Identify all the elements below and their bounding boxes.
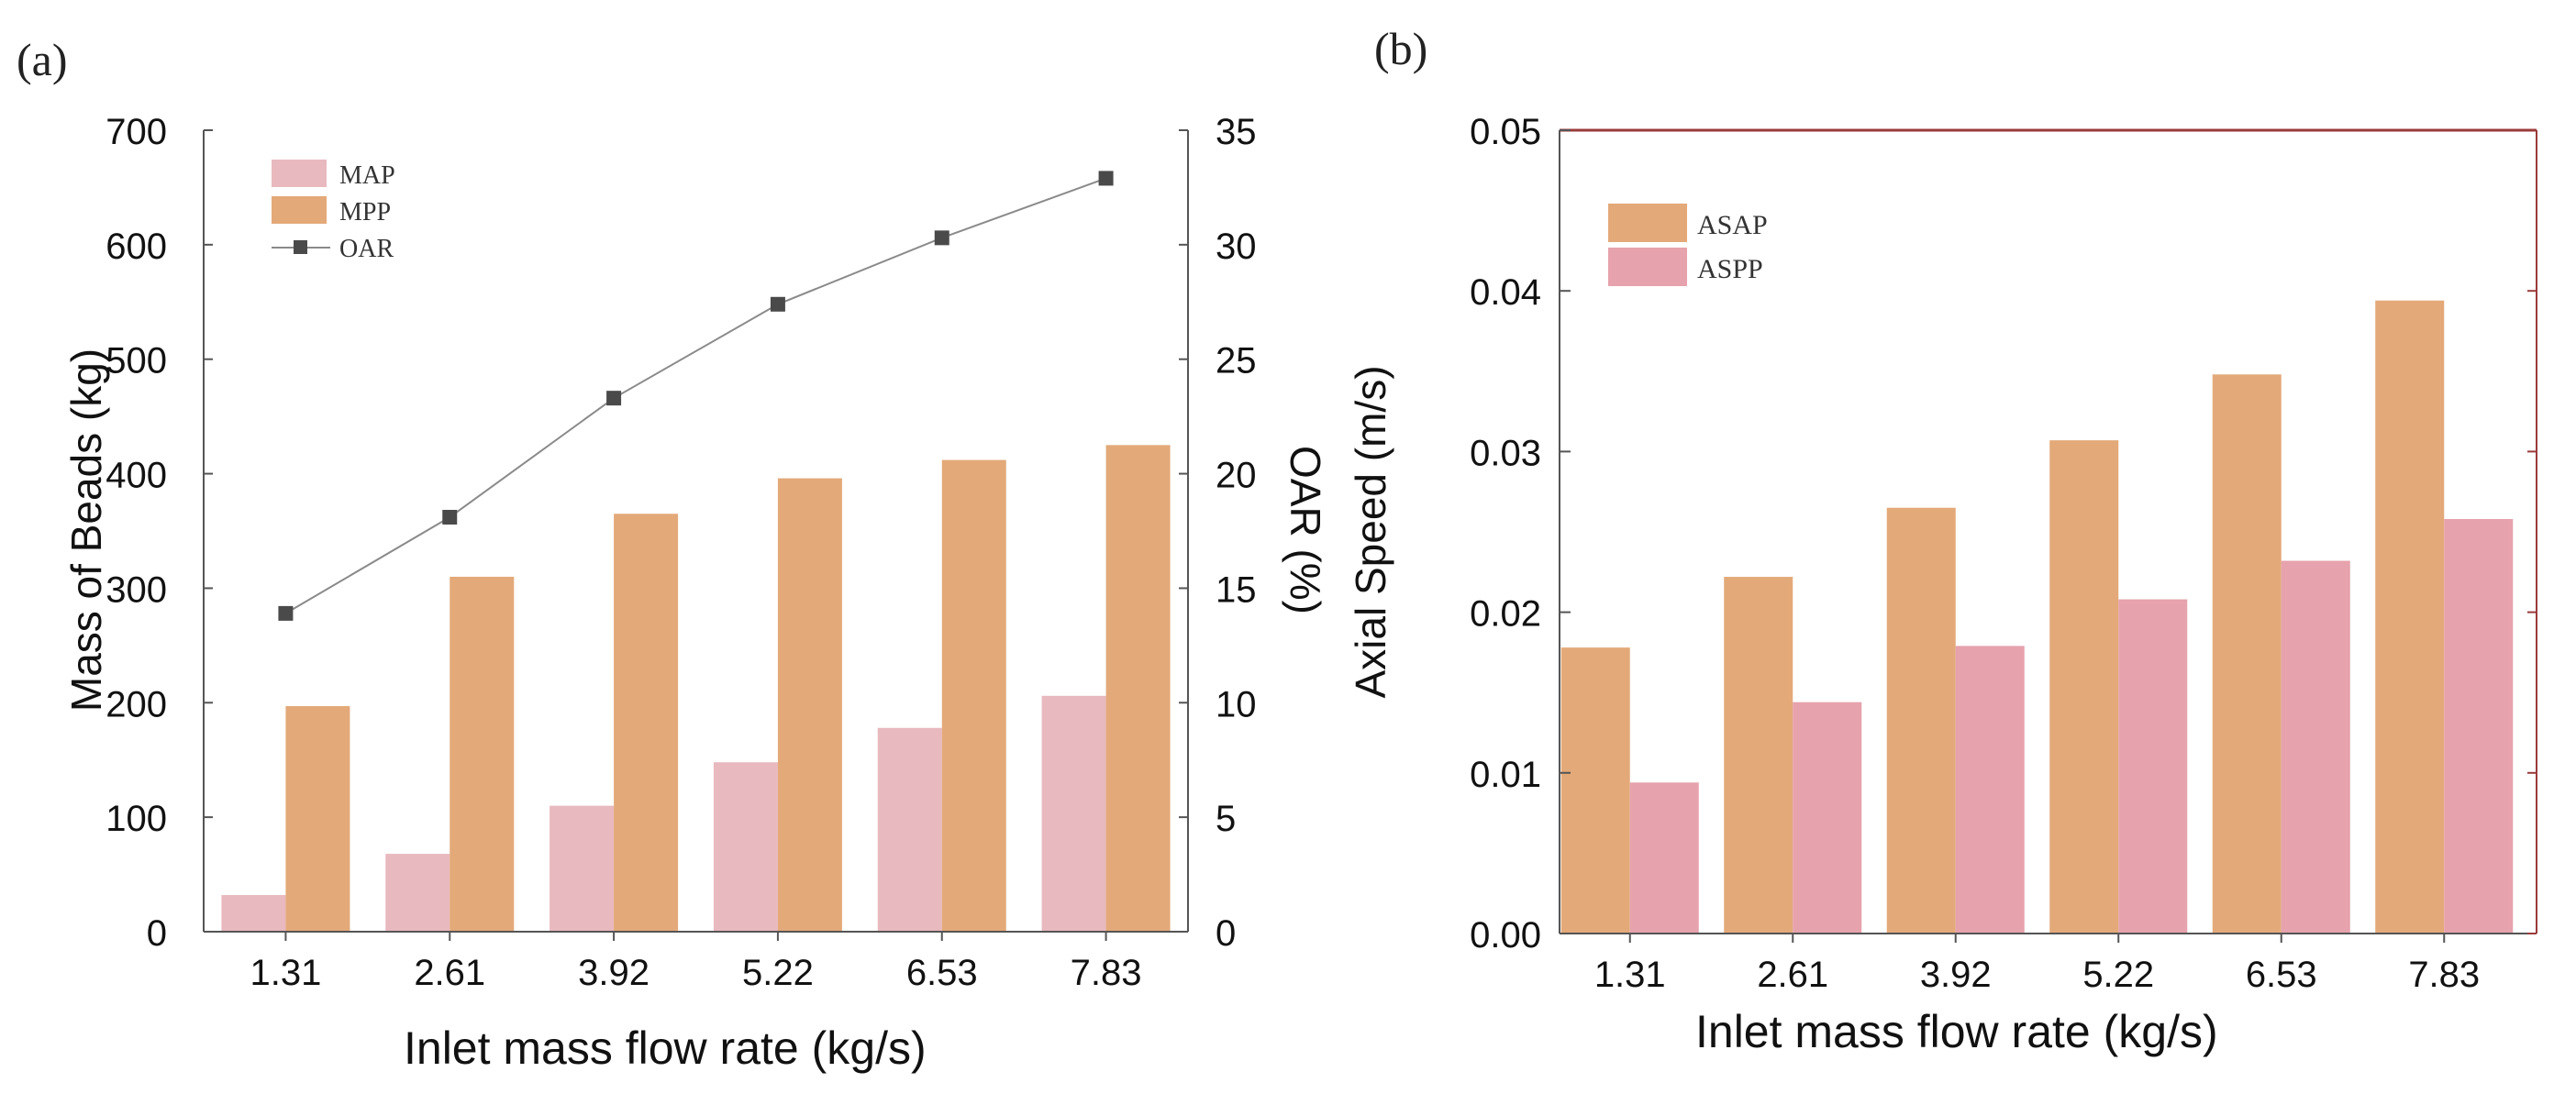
a-y2tick-label: 20 — [1216, 456, 1257, 496]
legend-swatch-map — [272, 160, 327, 187]
legend-label-oar: OAR — [339, 235, 394, 263]
oar-line-series — [278, 171, 1114, 621]
a-y-title: Mass of Beads (kg) — [62, 348, 110, 712]
a-ytick-label: 0 — [147, 913, 167, 954]
bar-mpp-1.31 — [285, 706, 350, 932]
oar-line — [284, 177, 1106, 614]
bar-aspp-6.53 — [2281, 560, 2350, 934]
a-y2tick-label: 5 — [1216, 799, 1236, 839]
bar-map-2.61 — [385, 854, 450, 932]
bar-mpp-3.92 — [614, 514, 679, 932]
oar-point-2.61 — [442, 510, 458, 525]
bar-aspp-1.31 — [1629, 782, 1699, 934]
oar-point-3.92 — [606, 391, 622, 406]
legend-swatch-mpp — [272, 196, 327, 224]
b-ytick-label: 0.05 — [1470, 112, 1541, 152]
panel-a-label: (a) — [17, 34, 68, 85]
oar-point-6.53 — [934, 230, 949, 246]
a-ytick-label: 400 — [105, 456, 167, 496]
a-xtick-label: 5.22 — [742, 953, 814, 993]
b-ytick-label: 0.00 — [1470, 915, 1541, 956]
map-bars — [221, 695, 1106, 932]
b-ytick-label: 0.02 — [1470, 594, 1541, 635]
a-xtick-label: 6.53 — [906, 953, 978, 993]
b-xtick-label: 1.31 — [1594, 955, 1666, 995]
b-x-title: Inlet mass flow rate (kg/s) — [1695, 1006, 2218, 1057]
a-ytick-label: 700 — [105, 112, 167, 152]
b-left-ticks: 0.00 0.01 0.02 0.03 0.04 0.05 — [1470, 112, 2537, 956]
bar-asap-3.92 — [1886, 507, 1956, 934]
bar-asap-2.61 — [1724, 577, 1793, 934]
b-xtick-label: 6.53 — [2246, 955, 2317, 995]
a-y2tick-label: 0 — [1216, 913, 1236, 954]
legend-label-aspp: ASPP — [1697, 254, 1763, 284]
bar-aspp-2.61 — [1793, 702, 1862, 934]
bar-aspp-5.22 — [2118, 599, 2188, 934]
bar-aspp-3.92 — [1955, 646, 2025, 934]
bar-asap-5.22 — [2049, 440, 2119, 934]
b-x-ticks: 1.31 2.61 3.92 5.22 6.53 7.83 — [1594, 934, 2480, 995]
b-xtick-label: 7.83 — [2408, 955, 2480, 995]
legend-swatch-aspp — [1608, 248, 1687, 286]
a-xtick-label: 7.83 — [1071, 953, 1142, 993]
panel-b-label: (b) — [1374, 23, 1427, 74]
oar-point-7.83 — [1098, 171, 1114, 186]
a-y2tick-label: 35 — [1216, 112, 1257, 152]
a-y2-title: OAR (%) — [1282, 446, 1329, 614]
a-right-ticks: 0 5 10 15 20 25 30 35 — [1179, 112, 1257, 954]
b-y-title: Axial Speed (m/s) — [1347, 365, 1394, 698]
b-legend: ASAP ASPP — [1608, 204, 1768, 286]
a-ytick-label: 500 — [105, 341, 167, 381]
a-y2tick-label: 30 — [1216, 227, 1257, 267]
a-y2tick-label: 10 — [1216, 684, 1257, 724]
a-legend: MAP MPP OAR — [272, 160, 395, 263]
bar-mpp-2.61 — [450, 576, 515, 932]
b-ytick-label: 0.04 — [1470, 272, 1541, 313]
a-y2tick-label: 25 — [1216, 341, 1257, 381]
bar-map-6.53 — [877, 727, 942, 932]
bar-asap-1.31 — [1560, 647, 1630, 934]
asap-bars — [1560, 300, 2445, 934]
legend-label-asap: ASAP — [1697, 210, 1768, 240]
a-xtick-label: 1.31 — [250, 953, 321, 993]
a-ytick-label: 600 — [105, 227, 167, 267]
aspp-bars — [1629, 518, 2514, 934]
oar-point-1.31 — [278, 605, 294, 621]
a-x-ticks: 1.31 2.61 3.92 5.22 6.53 7.83 — [250, 932, 1142, 993]
a-y2tick-label: 15 — [1216, 569, 1257, 610]
a-left-ticks: 0 100 200 300 400 500 600 700 — [105, 112, 213, 954]
b-xtick-label: 5.22 — [2082, 955, 2154, 995]
chart-b: 0.00 0.01 0.02 0.03 0.04 0.05 1.31 2.61 3.92 5.2… — [1347, 112, 2537, 1057]
bar-map-5.22 — [713, 762, 778, 932]
a-x-title: Inlet mass flow rate (kg/s) — [404, 1022, 927, 1074]
legend-label-map: MAP — [339, 161, 395, 190]
a-xtick-label: 3.92 — [578, 953, 650, 993]
b-xtick-label: 3.92 — [1920, 955, 1992, 995]
b-ytick-label: 0.01 — [1470, 755, 1541, 795]
mpp-bars — [285, 445, 1171, 932]
bar-aspp-7.83 — [2444, 518, 2514, 934]
a-ytick-label: 100 — [105, 799, 167, 839]
bar-asap-7.83 — [2375, 300, 2445, 934]
oar-point-5.22 — [770, 296, 785, 312]
bar-mpp-7.83 — [1105, 445, 1171, 932]
bar-mpp-6.53 — [941, 459, 1006, 932]
legend-label-mpp: MPP — [339, 198, 391, 227]
a-ytick-label: 300 — [105, 569, 167, 610]
bar-map-3.92 — [550, 805, 615, 932]
b-xtick-label: 2.61 — [1757, 955, 1828, 995]
chart-a: 0 100 200 300 400 500 600 700 0 5 10 15 20 25 30 35 1.… — [62, 112, 1329, 1074]
legend-marker-oar — [294, 240, 307, 254]
bar-map-7.83 — [1041, 695, 1106, 932]
bar-mpp-5.22 — [777, 478, 842, 932]
b-ytick-label: 0.03 — [1470, 433, 1541, 473]
a-ytick-label: 200 — [105, 684, 167, 724]
bar-asap-6.53 — [2212, 374, 2282, 934]
bar-map-1.31 — [221, 895, 286, 932]
a-xtick-label: 2.61 — [414, 953, 485, 993]
legend-swatch-asap — [1608, 204, 1687, 242]
